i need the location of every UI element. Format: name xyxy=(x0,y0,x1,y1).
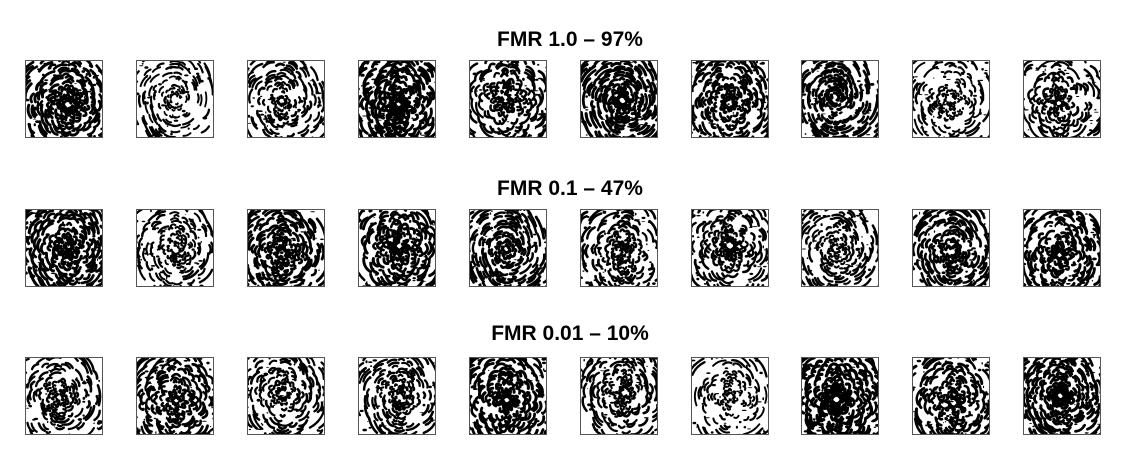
fingerprint-ridges xyxy=(913,210,989,286)
fingerprint-ridges xyxy=(802,61,878,137)
fingerprint-ridges xyxy=(802,210,878,286)
row-title-fmr-0-1: FMR 0.1 – 47% xyxy=(497,177,643,200)
fingerprint-ridges xyxy=(1024,210,1100,286)
fingerprint-image xyxy=(469,209,547,287)
fingerprint-ridges xyxy=(581,358,657,434)
fingerprint-image xyxy=(691,357,769,435)
fingerprint-image xyxy=(25,357,103,435)
fingerprint-image xyxy=(912,357,990,435)
fingerprint-image xyxy=(25,209,103,287)
fingerprint-ridges xyxy=(26,358,102,434)
fingerprint-image xyxy=(136,209,214,287)
fingerprint-image xyxy=(912,209,990,287)
fingerprint-ridges xyxy=(137,210,213,286)
fingerprint-image xyxy=(247,209,325,287)
fingerprint-image xyxy=(469,357,547,435)
fingerprint-ridges xyxy=(802,358,878,434)
fingerprint-image xyxy=(469,60,547,138)
row-title-fmr-1-0: FMR 1.0 – 97% xyxy=(497,28,643,51)
fingerprint-image xyxy=(801,357,879,435)
fingerprint-ridges xyxy=(1024,358,1100,434)
fingerprint-image xyxy=(580,209,658,287)
fingerprint-ridges xyxy=(359,210,435,286)
fingerprint-ridges xyxy=(581,61,657,137)
fingerprint-ridges xyxy=(359,358,435,434)
row-title-fmr-0-01: FMR 0.01 – 10% xyxy=(491,322,649,345)
fingerprint-ridges xyxy=(470,358,546,434)
fingerprint-ridges xyxy=(137,61,213,137)
fingerprint-image xyxy=(801,60,879,138)
fingerprint-image xyxy=(912,60,990,138)
fingerprint-ridges xyxy=(913,358,989,434)
fingerprint-ridges xyxy=(248,210,324,286)
fingerprint-image xyxy=(358,209,436,287)
fingerprint-ridges xyxy=(692,61,768,137)
fingerprint-image xyxy=(358,357,436,435)
fingerprint-image xyxy=(580,357,658,435)
fingerprint-image xyxy=(691,209,769,287)
fingerprint-ridges xyxy=(470,210,546,286)
fingerprint-image xyxy=(691,60,769,138)
fingerprint-ridges xyxy=(359,61,435,137)
fingerprint-image xyxy=(25,60,103,138)
fingerprint-ridges xyxy=(470,61,546,137)
fingerprint-image xyxy=(1023,209,1101,287)
fingerprint-image xyxy=(358,60,436,138)
fingerprint-image xyxy=(801,209,879,287)
fingerprint-ridges xyxy=(581,210,657,286)
fingerprint-ridges xyxy=(26,210,102,286)
fingerprint-ridges xyxy=(137,358,213,434)
fingerprint-ridges xyxy=(248,61,324,137)
fingerprint-image xyxy=(247,60,325,138)
fingerprint-ridges xyxy=(692,210,768,286)
fingerprint-ridges xyxy=(26,61,102,137)
fingerprint-image xyxy=(136,60,214,138)
fingerprint-ridges xyxy=(1024,61,1100,137)
fingerprint-ridges xyxy=(248,358,324,434)
fingerprint-ridges xyxy=(913,61,989,137)
fingerprint-image xyxy=(1023,60,1101,138)
fingerprint-image xyxy=(1023,357,1101,435)
fingerprint-ridges xyxy=(692,358,768,434)
fingerprint-image xyxy=(136,357,214,435)
fingerprint-image xyxy=(580,60,658,138)
fingerprint-image xyxy=(247,357,325,435)
